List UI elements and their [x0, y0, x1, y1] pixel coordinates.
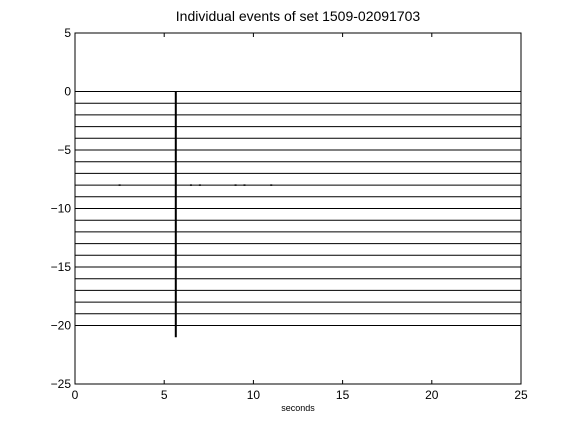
y-tick-label: −20	[51, 319, 72, 333]
y-tick-label: −25	[51, 377, 72, 391]
x-tick-label: 15	[336, 388, 350, 402]
trace-group	[75, 91, 521, 338]
x-tick-label: 25	[514, 388, 528, 402]
chart-title: Individual events of set 1509-02091703	[175, 8, 421, 24]
x-tick-label: 10	[247, 388, 261, 402]
x-axis-label: seconds	[281, 403, 315, 413]
y-tick-label: −10	[51, 202, 72, 216]
y-tick-label: 5	[64, 26, 71, 40]
x-tick-label: 20	[425, 388, 439, 402]
x-tick-label: 5	[161, 388, 168, 402]
y-tick-label: −5	[57, 143, 71, 157]
axes-group: 0 5 10 15 20 25 5 0 −5 −10 −15 −20 −25	[51, 26, 528, 402]
y-tick-label: −15	[51, 260, 72, 274]
x-tick-label: 0	[72, 388, 79, 402]
y-tick-label: 0	[64, 85, 71, 99]
